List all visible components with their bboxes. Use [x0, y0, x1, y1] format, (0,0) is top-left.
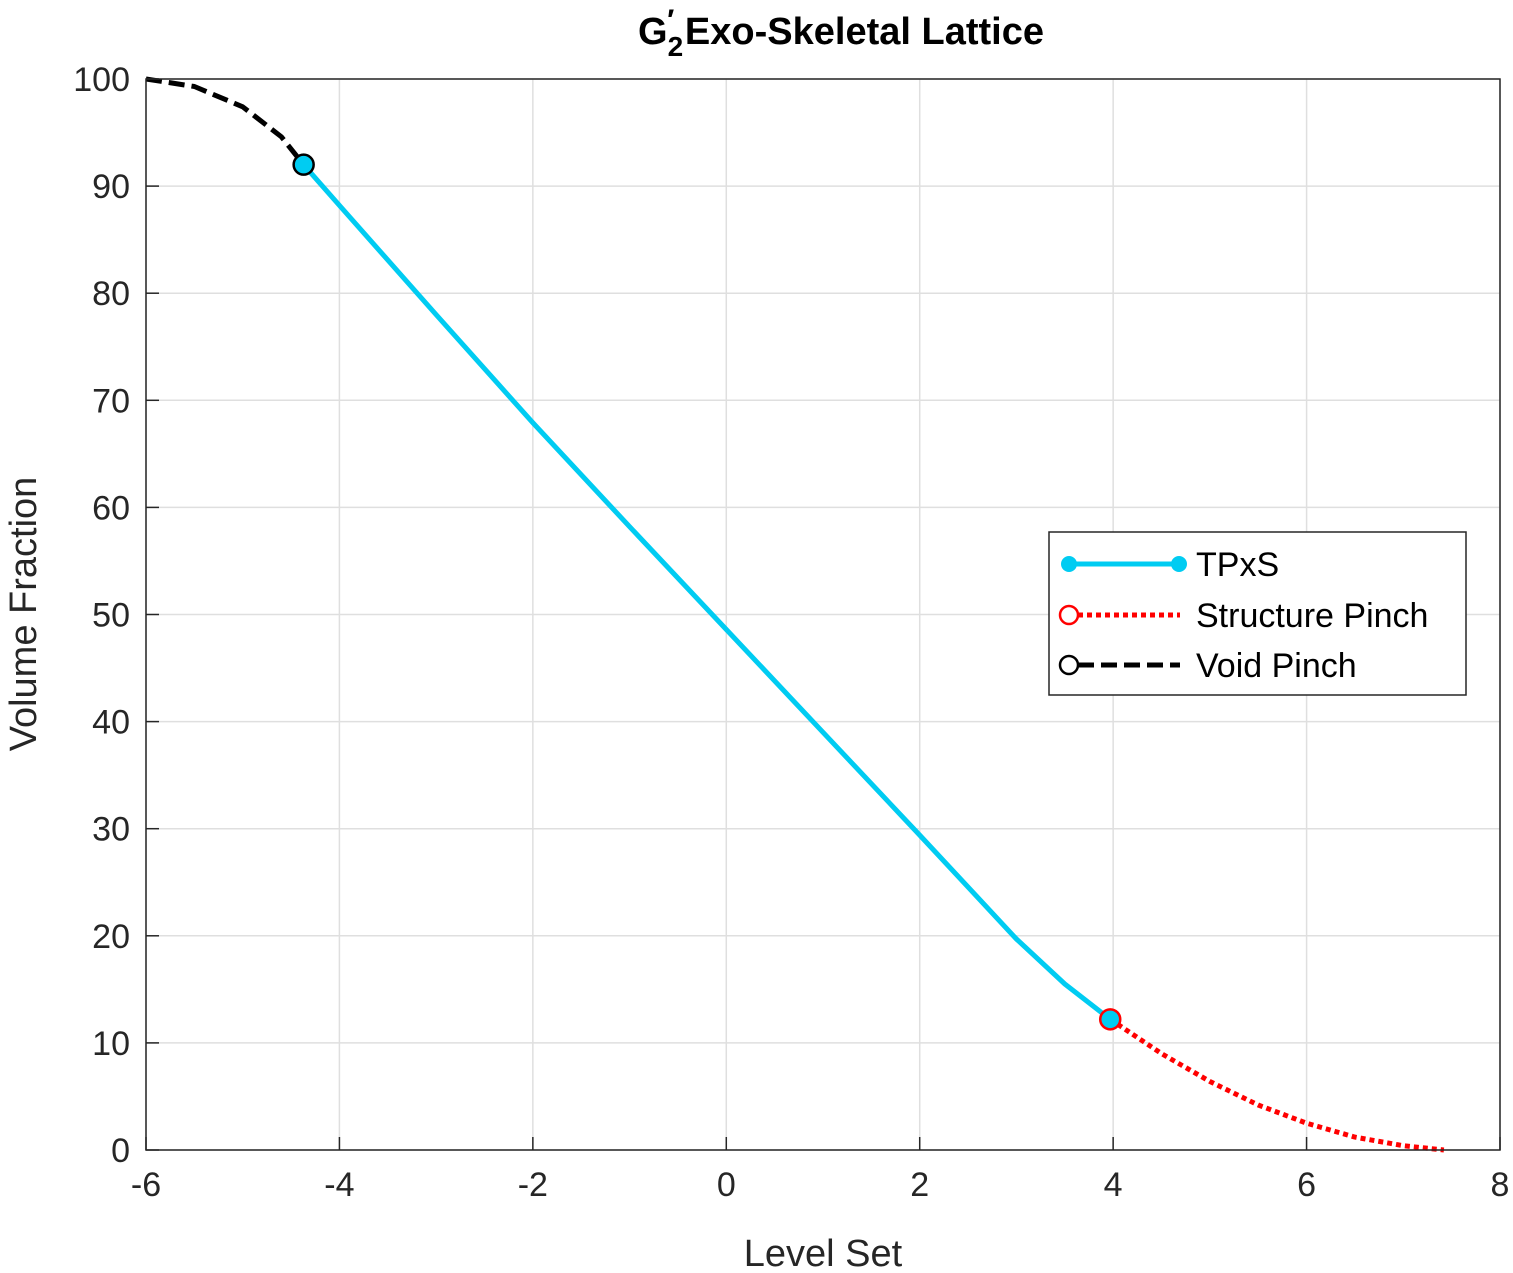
title-main: G — [638, 11, 668, 53]
y-axis-label: Volume Fraction — [3, 477, 45, 752]
series-line-tpxs — [301, 163, 1112, 1022]
x-tick-label: -2 — [518, 1166, 548, 1204]
marker-layer — [292, 153, 1122, 1031]
y-tick-label: 0 — [111, 1132, 130, 1170]
title-rest: Exo-Skeletal Lattice — [674, 11, 1044, 53]
legend-label-structure-pinch: Structure Pinch — [1196, 597, 1428, 635]
y-tick-label: 70 — [92, 382, 130, 420]
legend: TPxS Structure Pinch Void Pinch — [1048, 531, 1467, 696]
y-tick-label: 60 — [92, 489, 130, 527]
y-tick-label: 40 — [92, 704, 130, 742]
legend-label-void-pinch: Void Pinch — [1196, 647, 1357, 685]
series-line-void-pinch — [145, 76, 306, 167]
y-tick-label: 100 — [73, 61, 130, 99]
legend-item-tpxs: TPxS — [1061, 546, 1279, 584]
y-tick-label: 10 — [92, 1025, 130, 1063]
legend-marker-structure-pinch — [1058, 604, 1080, 626]
title-prime: ′ — [667, 4, 674, 37]
x-tick-label: 4 — [1104, 1166, 1123, 1204]
y-tick-label: 80 — [92, 275, 130, 313]
x-tick-label: -4 — [324, 1166, 354, 1204]
transition-point-marker — [1098, 1008, 1122, 1031]
x-tick-label: 6 — [1297, 1166, 1316, 1204]
legend-label-tpxs: TPxS — [1196, 546, 1279, 584]
chart-title: G2′ Exo-Skeletal Lattice — [638, 4, 1044, 62]
x-tick-label: 8 — [1491, 1166, 1510, 1204]
x-tick-label: 0 — [717, 1166, 736, 1204]
legend-item-void-pinch: Void Pinch — [1058, 647, 1357, 685]
legend-marker-tpxs-right — [1171, 556, 1187, 572]
x-tick-label: -6 — [131, 1166, 161, 1204]
x-tick-label: 2 — [910, 1166, 929, 1204]
y-tick-label: 90 — [92, 168, 130, 206]
legend-marker-tpxs-left — [1061, 556, 1077, 572]
x-axis-label: Level Set — [744, 1233, 903, 1273]
series-layer — [145, 76, 1445, 1153]
y-tick-label: 50 — [92, 597, 130, 635]
y-tick-label: 30 — [92, 811, 130, 849]
transition-point-marker — [292, 153, 315, 176]
legend-item-structure-pinch: Structure Pinch — [1058, 597, 1428, 635]
y-tick-label: 20 — [92, 918, 130, 956]
legend-marker-void-pinch — [1058, 654, 1080, 676]
title-subscript: 2 — [668, 31, 684, 62]
